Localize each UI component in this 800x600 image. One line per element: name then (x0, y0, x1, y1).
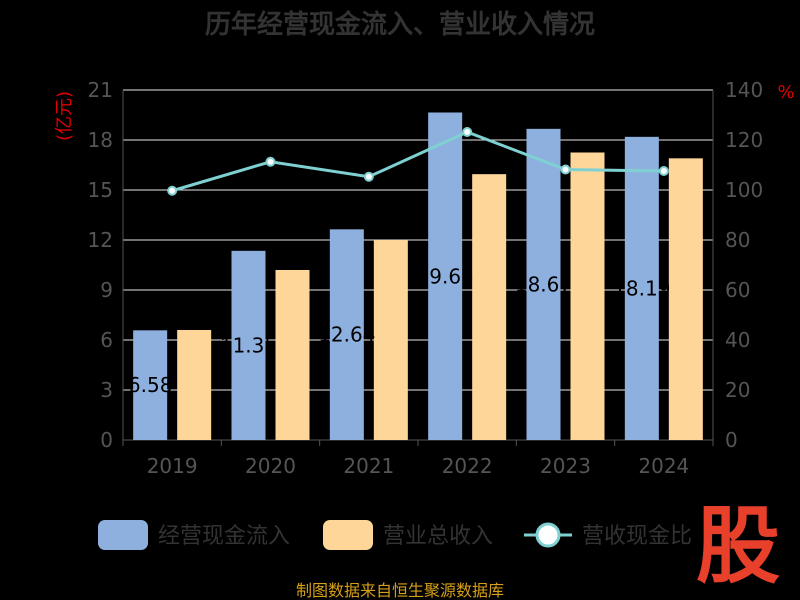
legend-label: 经营现金流入 (158, 524, 290, 549)
x-axis-tick: 2020 (245, 454, 296, 478)
data-label: 19.65 (417, 264, 474, 288)
left-axis-tick: 21 (88, 78, 113, 102)
left-axis-unit: (亿元) (54, 91, 75, 141)
bar-revenue (275, 270, 310, 440)
bar-cash-inflow (526, 128, 561, 441)
x-axis-tick: 2022 (442, 454, 493, 478)
left-axis-tick: 18 (88, 128, 113, 152)
ratio-point (167, 185, 178, 196)
axes: 0 0 3 20 6 40 9 60 12 80 15 100 18 120 21 140 2019 2020 20… (88, 78, 764, 478)
data-label: 18.67 (515, 272, 572, 296)
data-label: 12.64 (318, 323, 375, 347)
bar-cash-inflow (133, 330, 168, 440)
legend-label: 营业总收入 (383, 524, 493, 549)
ratio-point (658, 166, 669, 176)
bar-revenue (177, 330, 212, 440)
ratio-point (363, 171, 374, 182)
bar-cash-inflow (329, 229, 364, 440)
ratio-point (265, 156, 276, 167)
right-axis-tick: 40 (725, 328, 750, 352)
x-axis-tick: 2021 (343, 454, 394, 478)
left-axis-tick: 6 (100, 328, 113, 352)
legend-label: 营收现金比 (582, 524, 692, 549)
data-labels: 6.58 11.35 12.64 19.65 18.67 18.19 (128, 264, 671, 397)
bar-cash-inflow (624, 136, 659, 441)
left-axis-tick: 9 (100, 278, 113, 302)
left-axis-tick: 0 (100, 428, 113, 452)
legend-swatch (98, 520, 148, 550)
left-axis-tick: 15 (88, 178, 113, 202)
left-axis-tick: 3 (100, 378, 113, 402)
brand-logo: 股 (696, 497, 780, 595)
right-axis-tick: 140 (725, 78, 763, 102)
grid-lines (123, 89, 713, 441)
legend-swatch (323, 520, 373, 550)
ratio-point (560, 164, 571, 175)
bar-revenue (373, 240, 408, 440)
bar-cash-inflow (231, 250, 266, 440)
ratio-point (462, 127, 473, 137)
x-axis-tick: 2019 (147, 454, 198, 478)
bars (133, 112, 703, 441)
legend-line-marker (535, 522, 561, 548)
right-axis-tick: 120 (725, 128, 763, 152)
data-label: 18.19 (613, 276, 670, 300)
right-axis-tick: 60 (725, 278, 750, 302)
right-axis-tick: 20 (725, 378, 750, 402)
right-axis-unit: % (777, 82, 794, 103)
right-axis-tick: 0 (725, 428, 738, 452)
right-axis-tick: 100 (725, 178, 763, 202)
bar-revenue (472, 174, 507, 440)
data-label: 11.35 (220, 333, 277, 357)
ratio-line (167, 127, 669, 196)
bar-cash-inflow (428, 112, 463, 440)
chart-title: 历年经营现金流入、营业收入情况 (205, 9, 595, 40)
right-axis-tick: 80 (725, 228, 750, 252)
left-axis-tick: 12 (88, 228, 113, 252)
x-axis-tick: 2024 (638, 454, 689, 478)
ratio-line-path (171, 130, 664, 193)
source-note: 制图数据来自恒生聚源数据库 (296, 581, 504, 600)
data-label: 6.58 (128, 373, 173, 397)
x-axis-tick: 2023 (540, 454, 591, 478)
legend[interactable]: 经营现金流入 营业总收入 营收现金比 (98, 520, 692, 550)
bar-revenue (668, 158, 703, 441)
bar-revenue (570, 152, 605, 440)
